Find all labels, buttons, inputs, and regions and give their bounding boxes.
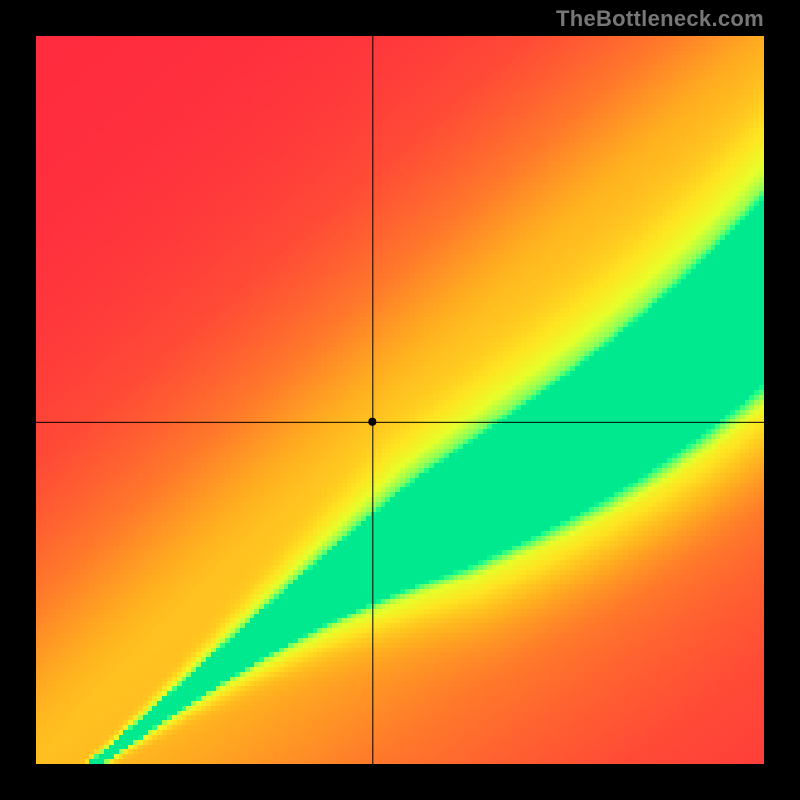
chart-container: TheBottleneck.com xyxy=(0,0,800,800)
bottleneck-heatmap xyxy=(0,0,800,800)
watermark-text: TheBottleneck.com xyxy=(556,6,764,32)
